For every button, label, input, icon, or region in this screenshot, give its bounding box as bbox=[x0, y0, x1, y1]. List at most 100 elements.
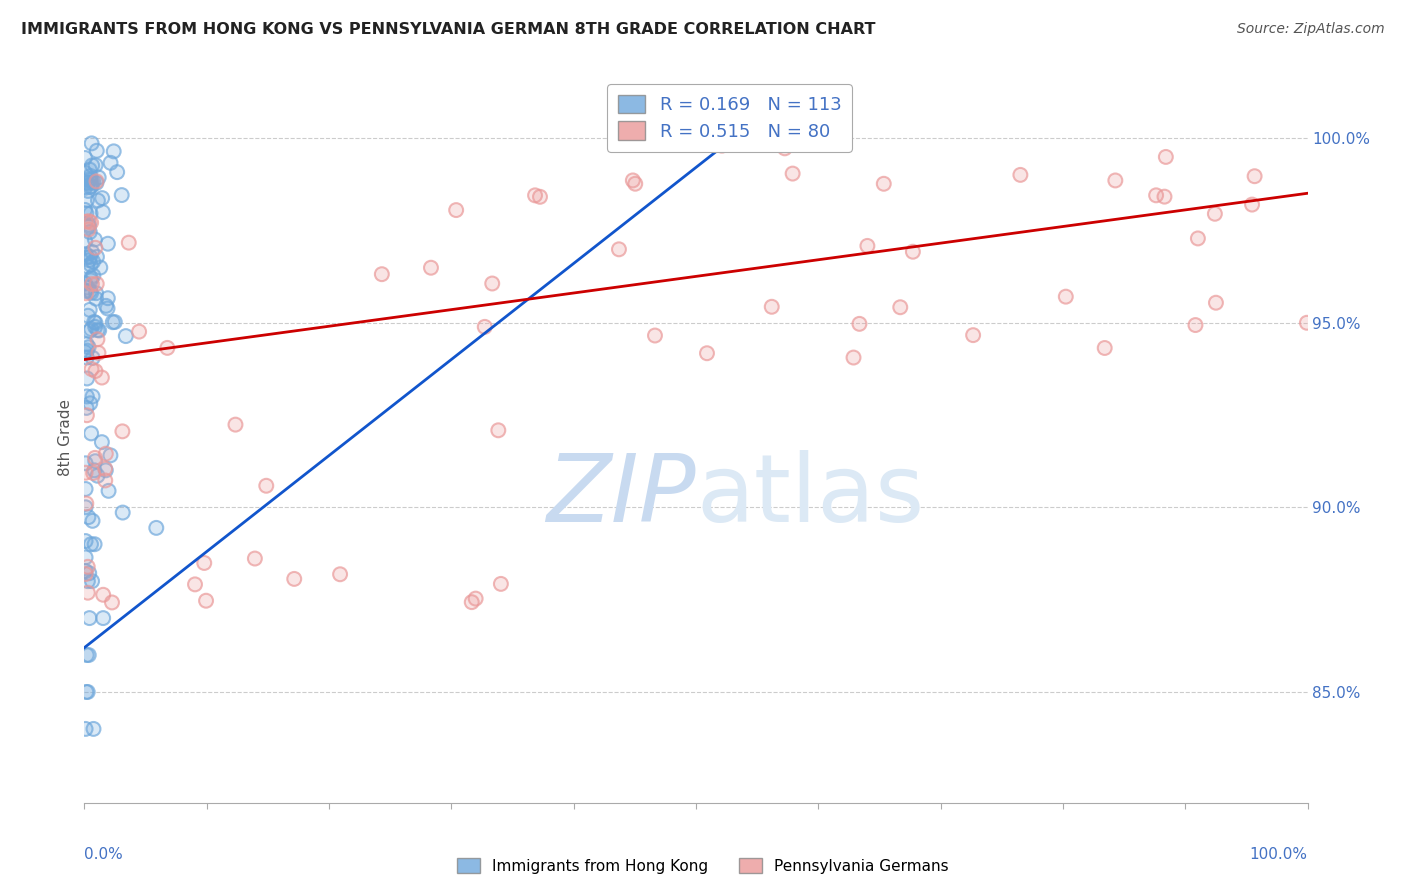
Point bbox=[77, 510, 100, 524]
Point bbox=[193, 556, 215, 570]
Point bbox=[1154, 150, 1177, 164]
Point bbox=[97, 291, 120, 305]
Point bbox=[86, 277, 108, 291]
Point bbox=[80, 574, 103, 589]
Point bbox=[89, 260, 111, 275]
Point bbox=[84, 292, 107, 306]
Point bbox=[461, 595, 484, 609]
Point bbox=[1104, 173, 1126, 187]
Point bbox=[710, 138, 733, 153]
Point bbox=[82, 514, 104, 528]
Point bbox=[100, 156, 122, 170]
Point bbox=[75, 284, 97, 298]
Point bbox=[607, 243, 630, 257]
Point bbox=[80, 244, 103, 259]
Point bbox=[75, 466, 97, 480]
Point bbox=[82, 254, 104, 268]
Point bbox=[524, 188, 547, 202]
Point bbox=[82, 268, 104, 283]
Point bbox=[73, 180, 96, 194]
Point bbox=[77, 253, 100, 268]
Point bbox=[75, 206, 97, 220]
Point bbox=[80, 258, 103, 272]
Point bbox=[486, 423, 509, 437]
Point bbox=[94, 299, 117, 313]
Point bbox=[79, 324, 101, 338]
Point bbox=[84, 454, 107, 468]
Point bbox=[873, 177, 896, 191]
Point bbox=[75, 685, 97, 699]
Point bbox=[80, 322, 103, 336]
Point bbox=[76, 351, 98, 365]
Point bbox=[77, 566, 100, 581]
Point bbox=[84, 292, 107, 306]
Point bbox=[529, 190, 551, 204]
Point bbox=[79, 225, 101, 239]
Point bbox=[77, 309, 100, 323]
Point bbox=[1153, 189, 1175, 203]
Point bbox=[464, 591, 486, 606]
Point bbox=[193, 556, 215, 570]
Point bbox=[73, 151, 96, 165]
Point bbox=[76, 401, 98, 415]
Point bbox=[1296, 316, 1319, 330]
Point bbox=[1094, 341, 1116, 355]
Point bbox=[76, 685, 98, 699]
Point bbox=[76, 401, 98, 415]
Point bbox=[184, 577, 207, 591]
Point bbox=[461, 595, 484, 609]
Point bbox=[80, 322, 103, 336]
Point bbox=[75, 534, 97, 549]
Point bbox=[848, 317, 870, 331]
Point bbox=[83, 315, 105, 329]
Point bbox=[77, 510, 100, 524]
Point bbox=[76, 409, 98, 423]
Point bbox=[80, 244, 103, 259]
Point bbox=[77, 184, 100, 198]
Point bbox=[1184, 318, 1206, 332]
Point bbox=[86, 323, 108, 337]
Point bbox=[842, 351, 865, 365]
Point bbox=[529, 190, 551, 204]
Point bbox=[75, 456, 97, 470]
Point bbox=[87, 194, 110, 208]
Point bbox=[624, 177, 647, 191]
Point bbox=[76, 280, 98, 294]
Point bbox=[84, 450, 107, 465]
Point bbox=[79, 284, 101, 298]
Point bbox=[101, 315, 124, 329]
Point bbox=[80, 537, 103, 551]
Point bbox=[73, 180, 96, 194]
Point bbox=[94, 447, 117, 461]
Point bbox=[77, 309, 100, 323]
Point bbox=[75, 286, 97, 301]
Point bbox=[524, 188, 547, 202]
Point bbox=[79, 396, 101, 410]
Point bbox=[1104, 173, 1126, 187]
Point bbox=[86, 250, 108, 264]
Point bbox=[96, 301, 118, 316]
Point bbox=[111, 506, 134, 520]
Point bbox=[101, 595, 124, 609]
Point bbox=[1241, 197, 1264, 211]
Point bbox=[79, 162, 101, 177]
Point bbox=[84, 158, 107, 172]
Point bbox=[77, 214, 100, 228]
Point bbox=[77, 648, 100, 662]
Point bbox=[82, 254, 104, 268]
Point bbox=[76, 251, 98, 265]
Point bbox=[75, 247, 97, 261]
Point bbox=[75, 466, 97, 480]
Point bbox=[696, 346, 718, 360]
Point bbox=[79, 180, 101, 194]
Point bbox=[782, 167, 804, 181]
Point bbox=[79, 173, 101, 187]
Point bbox=[481, 277, 503, 291]
Point bbox=[76, 260, 98, 274]
Point bbox=[79, 302, 101, 317]
Point bbox=[489, 577, 512, 591]
Point bbox=[80, 362, 103, 376]
Point bbox=[87, 170, 110, 185]
Point bbox=[773, 141, 796, 155]
Point bbox=[1187, 231, 1209, 245]
